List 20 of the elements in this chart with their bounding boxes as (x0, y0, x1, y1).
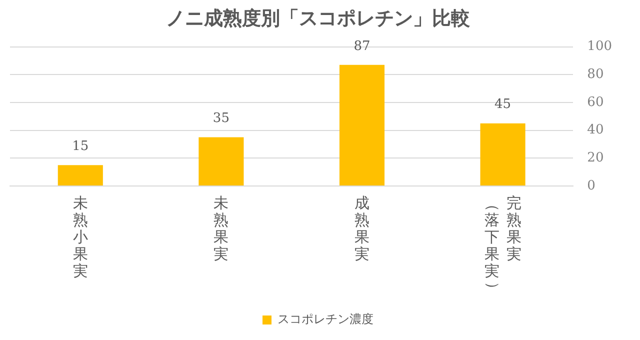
bar (480, 123, 526, 186)
legend-label: スコポレチン濃度 (278, 312, 374, 326)
bar (339, 64, 385, 186)
y-tick-label: 100 (587, 39, 612, 54)
y-tick-label: 40 (587, 122, 604, 138)
x-tick-label: 成熟果実 (354, 194, 370, 263)
data-label: 45 (494, 97, 512, 112)
x-tick-label: 未熟小果実 (72, 194, 88, 280)
chart-title: ノニ成熟度別「スコポレチン」比較 (166, 7, 471, 30)
y-tick-label: 80 (587, 67, 604, 82)
y-tick-label: 0 (587, 178, 596, 194)
x-tick-label: 未熟果実 (214, 194, 229, 263)
bar (58, 165, 103, 186)
bar (198, 137, 244, 186)
data-label: 35 (212, 111, 230, 126)
y-tick-label: 60 (587, 94, 604, 110)
category-label: 完熟果実（落下果実） (484, 194, 522, 296)
data-label: 87 (354, 38, 370, 54)
y-tick-label: 20 (587, 150, 604, 166)
data-label: 15 (72, 138, 89, 154)
